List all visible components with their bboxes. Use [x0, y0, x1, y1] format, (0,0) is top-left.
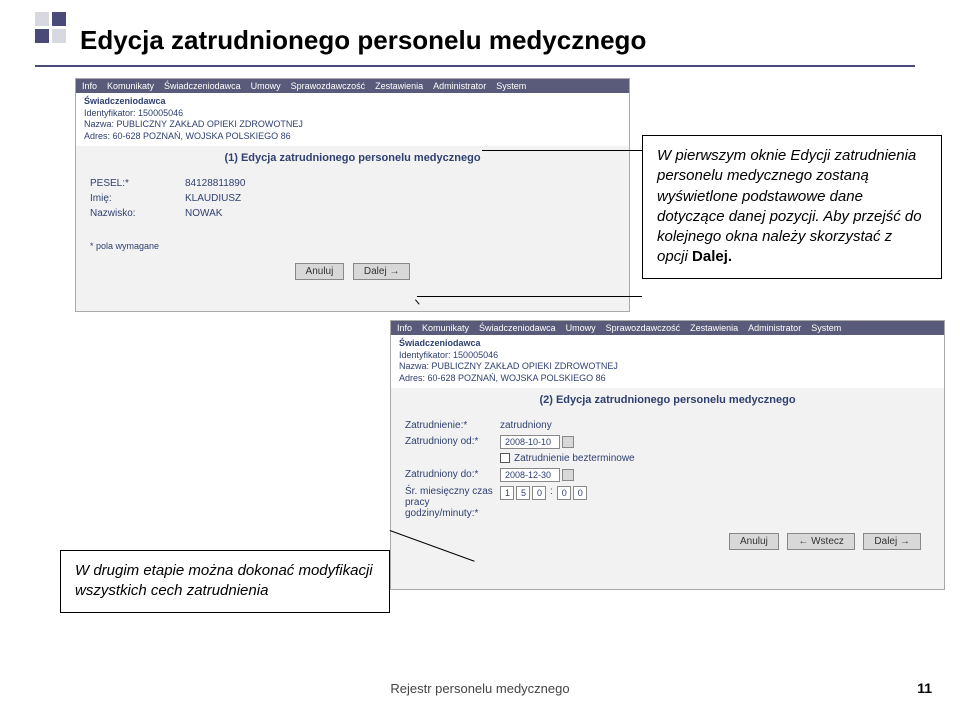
czas-label: Śr. miesięczny czas pracy godziny/minuty…	[405, 486, 500, 519]
menu-item[interactable]: Komunikaty	[422, 323, 469, 333]
menu-item[interactable]: Administrator	[748, 323, 801, 333]
menu-item[interactable]: Komunikaty	[107, 81, 154, 91]
callout-text: W drugim etapie można dokonać modyfikacj…	[75, 562, 373, 599]
app-menu: Info Komunikaty Świadczeniodawca Umowy S…	[391, 321, 944, 335]
menu-item[interactable]: System	[496, 81, 526, 91]
calendar-icon[interactable]	[562, 436, 574, 448]
menu-item[interactable]: Info	[397, 323, 412, 333]
bezterminowe-label: Zatrudnienie bezterminowe	[514, 453, 635, 464]
app-window-step2: Info Komunikaty Świadczeniodawca Umowy S…	[390, 320, 945, 590]
pesel-label: PESEL:*	[90, 178, 185, 189]
button-bar-2: Anuluj ← Wstecz Dalej →	[391, 527, 944, 556]
page-number: 11	[917, 680, 932, 696]
pesel-value: 84128811890	[185, 178, 245, 189]
button-bar-1: Anuluj Dalej →	[76, 257, 629, 286]
provider-block: Świadczeniodawca Identyfikator: 15000504…	[76, 93, 629, 146]
form2-body: Zatrudnienie:*zatrudniony Zatrudniony od…	[391, 412, 944, 527]
next-button[interactable]: Dalej →	[863, 533, 921, 550]
leader-line	[482, 150, 642, 151]
form2-title: (2) Edycja zatrudnionego personelu medyc…	[391, 388, 944, 412]
provider-header: Świadczeniodawca	[84, 96, 621, 108]
nazwisko-label: Nazwisko:	[90, 208, 185, 219]
bezterminowe-checkbox[interactable]	[500, 453, 510, 463]
app-menu: Info Komunikaty Świadczeniodawca Umowy S…	[76, 79, 629, 93]
do-label: Zatrudniony do:*	[405, 469, 500, 480]
time-input[interactable]: 1 5 0 : 0 0	[500, 486, 587, 500]
menu-item[interactable]: System	[811, 323, 841, 333]
menu-item[interactable]: Zestawienia	[690, 323, 738, 333]
calendar-icon[interactable]	[562, 469, 574, 481]
provider-header: Świadczeniodawca	[399, 338, 936, 350]
menu-item[interactable]: Świadczeniodawca	[479, 323, 556, 333]
provider-block: Świadczeniodawca Identyfikator: 15000504…	[391, 335, 944, 388]
logo-squares	[35, 12, 66, 43]
leader-line	[417, 296, 642, 297]
menu-item[interactable]: Umowy	[251, 81, 281, 91]
form1-body: PESEL:*84128811890 Imię:KLAUDIUSZ Nazwis…	[76, 170, 629, 257]
callout-bold: Dalej.	[692, 248, 732, 265]
zatrudnienie-label: Zatrudnienie:*	[405, 420, 500, 431]
cancel-button[interactable]: Anuluj	[295, 263, 345, 280]
imie-label: Imię:	[90, 193, 185, 204]
app-window-step1: Info Komunikaty Świadczeniodawca Umowy S…	[75, 78, 630, 312]
callout-step2: W drugim etapie można dokonać modyfikacj…	[60, 550, 390, 613]
cancel-button[interactable]: Anuluj	[729, 533, 779, 550]
menu-item[interactable]: Świadczeniodawca	[164, 81, 241, 91]
od-label: Zatrudniony od:*	[405, 436, 500, 447]
footer-text: Rejestr personelu medycznego	[0, 681, 960, 696]
menu-item[interactable]: Umowy	[566, 323, 596, 333]
required-note: * pola wymagane	[90, 221, 615, 251]
zatrudnienie-value: zatrudniony	[500, 420, 552, 431]
callout-step1: W pierwszym oknie Edycji zatrudnienia pe…	[642, 135, 942, 279]
menu-item[interactable]: Info	[82, 81, 97, 91]
menu-item[interactable]: Sprawozdawczość	[606, 323, 681, 333]
imie-value: KLAUDIUSZ	[185, 193, 241, 204]
nazwisko-value: NOWAK	[185, 208, 222, 219]
do-field[interactable]: 2008-12-30	[500, 468, 560, 482]
menu-item[interactable]: Zestawienia	[375, 81, 423, 91]
menu-item[interactable]: Administrator	[433, 81, 486, 91]
od-field[interactable]: 2008-10-10	[500, 435, 560, 449]
menu-item[interactable]: Sprawozdawczość	[291, 81, 366, 91]
slide-title: Edycja zatrudnionego personelu medyczneg…	[80, 25, 646, 56]
next-button[interactable]: Dalej →	[353, 263, 411, 280]
title-rule	[35, 65, 915, 67]
back-button[interactable]: ← Wstecz	[787, 533, 855, 550]
